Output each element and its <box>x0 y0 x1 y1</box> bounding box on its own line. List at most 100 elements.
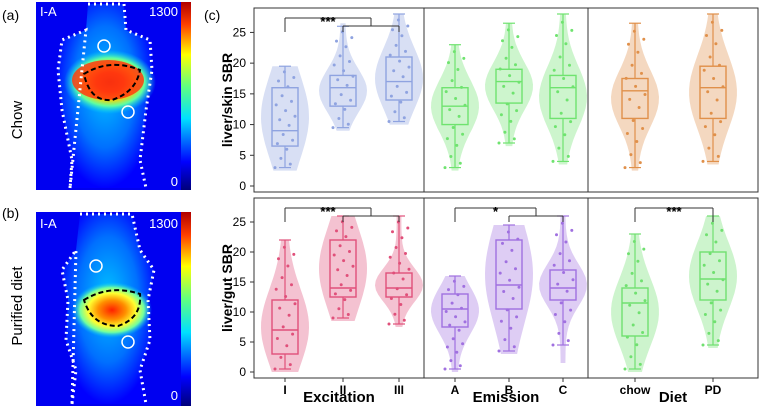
xtick-label-III: III <box>394 383 404 397</box>
point-II-row1 <box>343 298 347 302</box>
point-III-row1 <box>399 303 403 306</box>
point-PD-row0 <box>712 77 716 80</box>
point-B-row1 <box>501 241 504 245</box>
panel-a-body-outline <box>56 2 154 189</box>
point-PD-row0 <box>703 125 707 129</box>
point-B-row1 <box>499 319 503 323</box>
row1-ytick-label: 25 <box>233 215 247 229</box>
row0-ytick-label: 25 <box>233 25 247 39</box>
point-III-row1 <box>388 255 392 259</box>
panel-b-letter: (b) <box>2 205 19 221</box>
panel-b-roi-circle-top <box>89 259 103 273</box>
point-A-row0 <box>461 132 465 136</box>
violin-chow-row0 <box>611 23 659 171</box>
point-B-row1 <box>515 315 519 319</box>
panel-c-letter: (c) <box>204 7 220 23</box>
point-C-row1 <box>565 289 569 293</box>
point-II-row0 <box>349 98 353 102</box>
point-II-row0 <box>338 54 342 58</box>
point-chow-row1 <box>640 279 643 283</box>
point-III-row0 <box>405 90 409 94</box>
point-I-row1 <box>287 313 291 317</box>
point-C-row0 <box>560 20 564 24</box>
point-A-row0 <box>445 137 449 141</box>
point-B-row1 <box>514 267 517 271</box>
violin-III-row0 <box>375 14 423 125</box>
row1-ytick-label: 20 <box>233 245 247 259</box>
point-II-row1 <box>338 244 342 248</box>
point-chow-row0 <box>642 37 646 41</box>
point-C-row0 <box>571 85 575 89</box>
point-B-row1 <box>512 345 516 349</box>
violin-A-row0 <box>431 44 479 171</box>
point-B-row1 <box>502 290 506 293</box>
point-III-row0 <box>407 65 411 69</box>
point-C-row0 <box>553 125 557 129</box>
point-I-row0 <box>282 70 286 74</box>
point-I-row0 <box>291 138 295 142</box>
point-B-row0 <box>516 35 520 39</box>
point-B-row1 <box>497 349 501 353</box>
point-I-row1 <box>285 344 289 348</box>
point-I-row1 <box>281 325 285 329</box>
point-II-row1 <box>348 250 351 253</box>
point-I-row0 <box>284 109 288 113</box>
point-C-row0 <box>565 98 569 102</box>
point-A-row1 <box>445 345 449 349</box>
group-label-1: Emission <box>473 389 540 406</box>
point-III-row1 <box>391 230 394 234</box>
point-A-row0 <box>452 50 456 54</box>
point-I-row0 <box>278 118 282 122</box>
point-C-row0 <box>559 111 563 115</box>
point-III-row1 <box>407 267 411 271</box>
point-PD-row0 <box>710 20 714 24</box>
point-B-row0 <box>509 119 513 123</box>
xtick-label-chow: chow <box>620 383 651 397</box>
point-II-row0 <box>332 63 336 67</box>
point-A-row0 <box>443 166 447 170</box>
point-II-row0 <box>335 39 338 43</box>
box-C-row1 <box>549 269 577 301</box>
row0-ytick-label: 5 <box>239 148 246 162</box>
point-C-row1 <box>560 221 564 225</box>
point-C-row1 <box>558 252 562 256</box>
point-C-row1 <box>562 271 566 274</box>
point-III-row1 <box>392 271 396 275</box>
point-III-row1 <box>400 236 404 240</box>
point-chow-row1 <box>624 284 628 288</box>
point-chow-row0 <box>627 42 630 46</box>
xtick-label-A: A <box>451 383 460 397</box>
point-II-row0 <box>333 102 337 106</box>
point-II-row1 <box>350 225 354 229</box>
box-I-row1 <box>271 299 299 355</box>
point-I-row1 <box>288 363 292 367</box>
point-C-row0 <box>563 133 567 137</box>
violin-A-row1 <box>431 276 479 372</box>
point-I-row0 <box>274 103 278 107</box>
point-C-row1 <box>553 313 557 316</box>
point-B-row0 <box>506 28 510 32</box>
panel-b-side-label: Purified diet <box>9 266 26 346</box>
panel-a-roi-outline <box>82 63 142 102</box>
point-II-row1 <box>336 268 340 272</box>
point-III-row0 <box>402 116 406 120</box>
point-A-row0 <box>455 143 459 147</box>
point-C-row0 <box>557 146 561 150</box>
point-I-row1 <box>274 287 278 291</box>
point-PD-row0 <box>702 68 706 72</box>
row1-y-axis-label: liver/gut SBR <box>219 244 235 332</box>
point-chow-row1 <box>627 252 630 256</box>
point-I-row1 <box>286 264 290 268</box>
panel-a-scale-min: 0 <box>171 174 178 189</box>
point-I-row1 <box>290 283 293 287</box>
violin-chart: 0 5 10 15 20 25 liver/skin SBR *** 0 5 10 15 20 25 liv… <box>219 7 759 406</box>
point-C-row0 <box>551 159 555 163</box>
point-C-row1 <box>568 259 571 263</box>
point-III-row1 <box>387 322 391 326</box>
point-A-row1 <box>449 359 453 363</box>
point-A-row1 <box>463 320 467 324</box>
point-C-row1 <box>555 233 558 237</box>
point-B-row0 <box>497 141 501 145</box>
point-chow-row1 <box>632 240 636 243</box>
panel-a-roi-circle-top <box>97 39 111 53</box>
